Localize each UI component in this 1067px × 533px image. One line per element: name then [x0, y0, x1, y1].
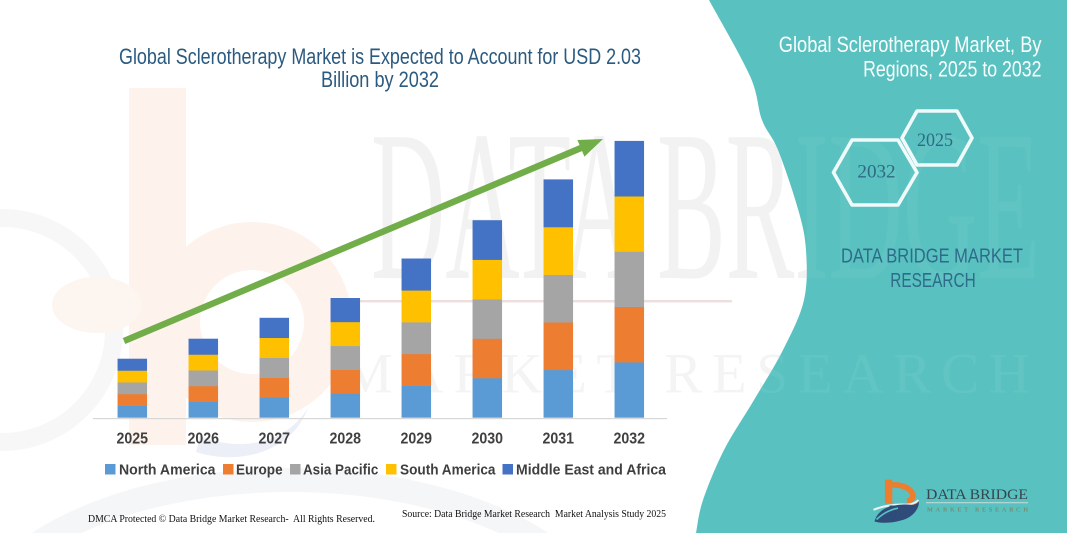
svg-text:2032: 2032	[857, 162, 895, 183]
svg-text:Billion by 2032: Billion by 2032	[321, 67, 439, 92]
svg-text:Regions, 2025 to 2032: Regions, 2025 to 2032	[863, 57, 1041, 82]
svg-text:2025: 2025	[117, 431, 149, 448]
svg-text:2032: 2032	[614, 431, 646, 448]
svg-text:RESEARCH: RESEARCH	[890, 270, 975, 292]
svg-text:2027: 2027	[259, 431, 291, 448]
svg-text:Asia Pacific: Asia Pacific	[303, 462, 378, 478]
svg-text:Global Sclerotherapy Market, B: Global Sclerotherapy Market, By	[779, 32, 1042, 57]
svg-text:North America: North America	[119, 462, 217, 478]
svg-text:Middle East and Africa: Middle East and Africa	[516, 462, 667, 478]
svg-text:DATA BRIDGE MARKET: DATA BRIDGE MARKET	[841, 246, 1023, 268]
svg-text:Source: Data Bridge Market Res: Source: Data Bridge Market Research Mark…	[402, 508, 666, 520]
svg-text:DMCA Protected © Data Bridge M: DMCA Protected © Data Bridge Market Rese…	[88, 513, 375, 525]
svg-text:2028: 2028	[330, 431, 362, 448]
svg-text:2029: 2029	[401, 431, 433, 448]
svg-text:2025: 2025	[917, 130, 953, 151]
svg-text:2031: 2031	[543, 431, 575, 448]
svg-text:DATA BRIDGE: DATA BRIDGE	[926, 487, 1028, 503]
svg-text:South America: South America	[400, 462, 496, 478]
svg-text:Europe: Europe	[236, 462, 283, 478]
svg-text:2030: 2030	[472, 431, 504, 448]
svg-text:Global Sclerotherapy Market is: Global Sclerotherapy Market is Expected …	[119, 44, 641, 69]
svg-text:MARKET RESEARCH: MARKET RESEARCH	[927, 507, 1028, 514]
svg-text:2026: 2026	[188, 431, 220, 448]
